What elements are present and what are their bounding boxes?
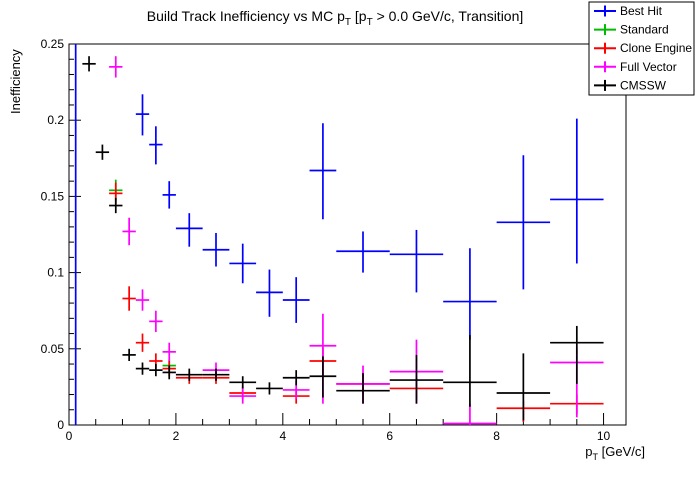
- legend-item: Full Vector: [594, 60, 677, 74]
- legend-label: Standard: [620, 23, 669, 37]
- x-tick-label: 4: [279, 429, 286, 443]
- legend-item: Clone Engine: [594, 41, 692, 55]
- y-tick-label: 0.1: [47, 266, 64, 280]
- legend-label: Full Vector: [620, 60, 677, 74]
- x-tick-label: 8: [493, 429, 500, 443]
- frame-border: [68, 43, 627, 426]
- data-series: [74, 44, 604, 425]
- legend-label: Best Hit: [620, 4, 663, 18]
- x-tick-label: 10: [597, 429, 611, 443]
- x-tick-label: 6: [386, 429, 393, 443]
- legend-label: Clone Engine: [620, 41, 692, 55]
- y-tick-label: 0: [57, 418, 64, 432]
- x-axis-title: pT [GeV/c]: [585, 444, 645, 462]
- legend-item: Standard: [594, 23, 669, 37]
- axis-ticks: 0 2 4 6 8 10 0 0.05 0.1 0.15 0.2 0.25: [41, 37, 611, 443]
- y-tick-label: 0.25: [41, 37, 65, 51]
- y-tick-label: 0.2: [47, 113, 64, 127]
- series-best-hit: [74, 44, 604, 425]
- legend-item: Best Hit: [594, 4, 663, 18]
- x-tick-label: 0: [66, 429, 73, 443]
- plot-frame: [68, 43, 627, 426]
- legend: Best Hit Standard Clone Engine Full Vector C…: [588, 1, 695, 96]
- y-tick-label: 0.05: [41, 342, 65, 356]
- y-axis-title: Inefficiency: [8, 49, 23, 114]
- series-cmssw: [82, 56, 604, 421]
- chart-title: Build Track Inefficiency vs MC pT [pT > …: [147, 8, 524, 28]
- legend-item: CMSSW: [594, 78, 667, 92]
- y-tick-label: 0.15: [41, 189, 65, 203]
- x-tick-label: 2: [173, 429, 180, 443]
- legend-label: CMSSW: [620, 78, 667, 92]
